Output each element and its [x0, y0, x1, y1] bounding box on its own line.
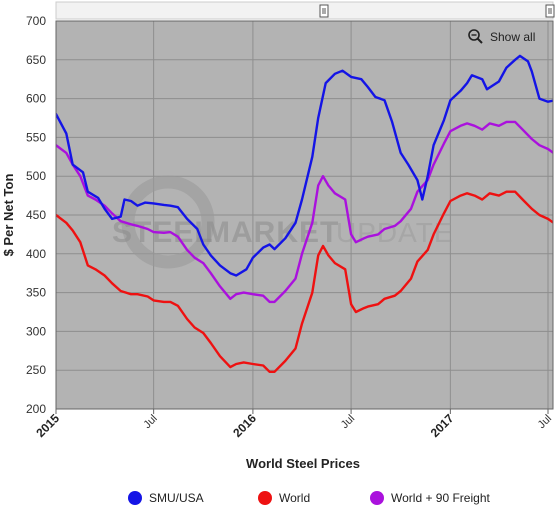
y-axis-title: $ Per Net Ton — [1, 174, 16, 257]
series-line-0 — [56, 54, 553, 277]
range-navigator[interactable] — [55, 1, 555, 20]
series-line-1 — [56, 190, 553, 373]
show-all-button[interactable]: Show all — [468, 29, 535, 44]
legend-item-0[interactable]: SMU/USA — [128, 491, 204, 505]
y-tick-label: 650 — [26, 53, 46, 67]
watermark-word-2: MARKET — [205, 216, 339, 249]
x-tick-label: Jul — [339, 413, 357, 431]
y-axis-ticks: 200 250 300 350 400 450 500 550 600 650 700 — [26, 14, 46, 416]
y-tick-label: 350 — [26, 286, 46, 300]
navigator-left-handle[interactable] — [319, 4, 329, 18]
x-tick-label: Jul — [536, 413, 554, 431]
zoom-out-icon — [468, 29, 480, 41]
legend-item-2[interactable]: World + 90 Freight — [370, 491, 490, 505]
series-line-2 — [56, 120, 553, 304]
legend-label: World — [279, 491, 310, 505]
zoom-out-icon-handle — [476, 37, 483, 44]
y-tick-label: 550 — [26, 130, 46, 144]
plot-border — [55, 20, 554, 410]
y-tick-label: 400 — [26, 247, 46, 261]
legend: SMU/USA World World + 90 Freight — [128, 491, 490, 505]
watermark-word-3: UPDATE — [336, 217, 454, 248]
y-tick-label: 300 — [26, 324, 46, 338]
x-tick-label: Jul — [141, 413, 159, 431]
navigator-right-handle[interactable] — [545, 4, 555, 18]
y-tick-label: 700 — [26, 14, 46, 28]
y-tick-label: 500 — [26, 169, 46, 183]
navigator-track[interactable] — [55, 1, 554, 20]
x-axis-ticks: 2015 Jul 2016 Jul 2017 Jul — [33, 409, 554, 440]
legend-label: World + 90 Freight — [391, 491, 490, 505]
y-tick-label: 250 — [26, 363, 46, 377]
legend-marker — [258, 491, 272, 505]
legend-marker — [128, 491, 142, 505]
x-axis-title: World Steel Prices — [246, 456, 360, 471]
watermark-logo — [121, 175, 215, 269]
legend-label: SMU/USA — [149, 491, 204, 505]
legend-item-1[interactable]: World — [258, 491, 310, 505]
y-tick-label: 600 — [26, 92, 46, 106]
y-tick-label: 450 — [26, 208, 46, 222]
show-all-label: Show all — [490, 30, 535, 44]
y-tick-label: 200 — [26, 402, 46, 416]
x-tick-label: 2016 — [230, 411, 259, 440]
x-tick-label: 2017 — [428, 411, 457, 440]
series-layer — [56, 54, 553, 373]
legend-marker — [370, 491, 384, 505]
